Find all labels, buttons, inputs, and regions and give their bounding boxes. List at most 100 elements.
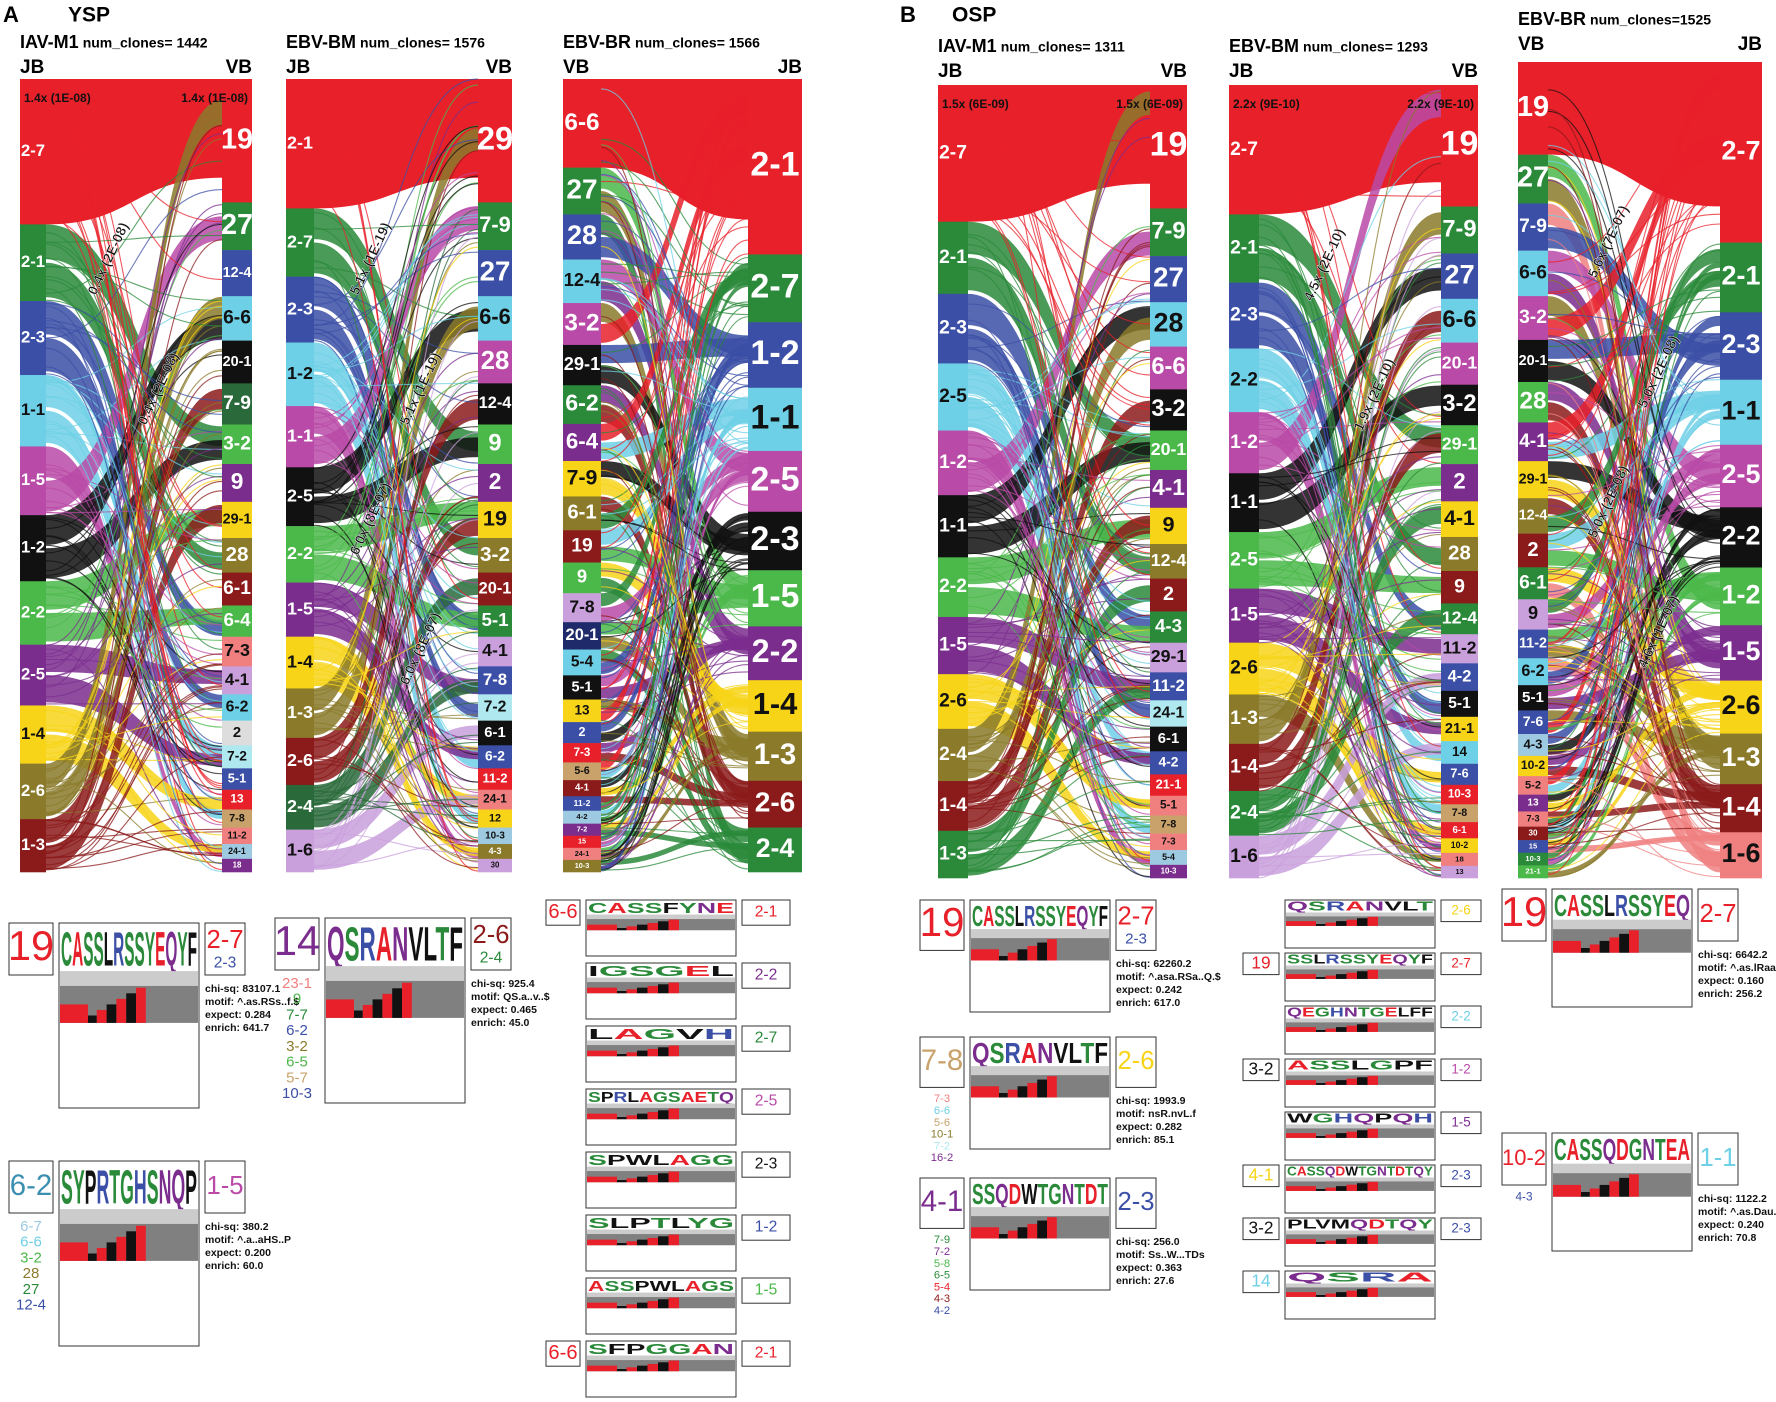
logo-left-label: 3-2 xyxy=(20,1249,42,1266)
logo-right-label: 1-5 xyxy=(206,1172,243,1200)
ribbon-line xyxy=(600,475,749,552)
ribbon-line xyxy=(600,218,749,689)
motif-letter: Q xyxy=(719,1090,734,1106)
strip-light xyxy=(1286,1124,1434,1129)
ribbon-line xyxy=(967,268,1151,699)
strip-step xyxy=(616,1306,627,1309)
left-label-box xyxy=(1242,952,1280,976)
gene-label: 1-2 xyxy=(1230,432,1258,453)
gene-segment xyxy=(20,763,46,820)
gene-segment xyxy=(222,844,252,860)
strip-step xyxy=(998,1234,1008,1239)
motif-letter: S xyxy=(83,922,93,976)
plot-title: EBV-BM xyxy=(286,32,356,52)
strip-light xyxy=(1553,1163,1691,1174)
motif-letter: S xyxy=(972,1179,984,1211)
gene-segment xyxy=(748,79,802,255)
gene-label: 10-2 xyxy=(1451,840,1469,850)
gene-segment xyxy=(1518,339,1548,383)
ribbon-line xyxy=(1547,835,1721,854)
motif-letter: E xyxy=(695,1090,708,1106)
motif-letter: W xyxy=(1021,1179,1038,1211)
gene-label: 4-3 xyxy=(1155,615,1182,636)
strip-step xyxy=(658,1110,669,1120)
gene-label: 2-3 xyxy=(1722,329,1761,359)
motif-letter: F xyxy=(1094,1038,1108,1070)
motif-letter: A xyxy=(670,1153,691,1169)
ribbon-line xyxy=(313,392,479,719)
gene-label: 7-8 xyxy=(483,670,507,689)
ribbon-line xyxy=(1258,624,1442,817)
strip-light xyxy=(971,929,1109,939)
ribbon-line xyxy=(313,207,479,426)
logo-left-label: 27 xyxy=(23,1281,40,1298)
ribbon-line xyxy=(45,707,223,788)
gene-label: 28 xyxy=(1520,388,1547,415)
gene-segment xyxy=(286,737,314,786)
strip-step xyxy=(616,991,627,994)
ribbon-line xyxy=(45,586,223,728)
ribbon-line xyxy=(313,460,479,605)
motif-letter: G xyxy=(599,964,629,980)
logo-left-label: 5-6 xyxy=(934,1117,950,1129)
ribbon-line xyxy=(1258,681,1442,764)
motif-letter: S xyxy=(61,1160,73,1214)
logo-left-label: 6-2 xyxy=(286,1022,308,1039)
strip-step xyxy=(1336,974,1347,979)
ribbon-line xyxy=(600,357,749,672)
ribbon-line xyxy=(967,228,1151,809)
motif-logo: 19 S S L R S S Y E Q Y F 2-7 xyxy=(1242,952,1482,1002)
gene-segment xyxy=(748,570,802,627)
strip-step xyxy=(353,1010,363,1018)
motif-letter: F xyxy=(608,1342,626,1358)
left-label-box xyxy=(1242,1270,1280,1294)
right-label-box xyxy=(1115,899,1157,951)
gene-label: 2-7 xyxy=(21,141,45,160)
strip-step xyxy=(658,984,669,994)
gene-label: 6-1 xyxy=(1519,572,1547,593)
right-label-box xyxy=(204,1160,246,1214)
strip-step xyxy=(1367,1234,1378,1244)
logo-left-label: 5-7 xyxy=(286,1069,308,1086)
gene-label: 24-1 xyxy=(575,849,590,858)
gene-label: 1-4 xyxy=(287,651,313,671)
ribbon-line xyxy=(967,485,1151,560)
gene-label: 1-3 xyxy=(1722,742,1761,772)
ribbon-line xyxy=(45,234,223,243)
gene-label: 12-4 xyxy=(1519,508,1548,524)
ribbon-line xyxy=(600,212,749,506)
motif-letter: Q xyxy=(327,917,345,971)
band-label: 1.5x (6E-09) xyxy=(1116,97,1183,111)
motif-letter: N xyxy=(159,1160,172,1214)
ribbon-line xyxy=(967,457,1151,748)
gene-segment xyxy=(478,538,512,573)
ribbon-line xyxy=(1547,566,1721,602)
strip-step xyxy=(392,988,402,1018)
strip-step xyxy=(616,1054,627,1057)
motif-letter: A xyxy=(1287,1059,1309,1073)
ribbon xyxy=(46,504,222,870)
motif-letter: S xyxy=(588,1153,607,1169)
gene-label: 7-3 xyxy=(1161,836,1176,847)
gene-label: 1-4 xyxy=(21,724,46,743)
logo-stat: enrich: 85.1 xyxy=(1116,1134,1175,1146)
ribbon xyxy=(1548,835,1720,853)
gene-segment xyxy=(1229,835,1259,879)
gene-segment xyxy=(478,463,512,503)
motif-letter: G xyxy=(1629,1132,1643,1167)
ribbon xyxy=(314,578,478,806)
ribbon-line xyxy=(45,347,223,801)
motif-letter: N xyxy=(1365,900,1384,914)
gene-segment xyxy=(478,745,512,769)
motif-letter: G xyxy=(645,1342,668,1358)
motif-letter: G xyxy=(1370,1006,1385,1020)
gene-label: 1-3 xyxy=(287,702,313,722)
gene-segment xyxy=(20,224,46,302)
strip-step xyxy=(1336,1027,1347,1032)
strip-step xyxy=(1357,1077,1368,1085)
motif-letter: V xyxy=(408,917,423,971)
motif-letter: S xyxy=(645,901,663,917)
ribbon xyxy=(1548,567,1720,701)
